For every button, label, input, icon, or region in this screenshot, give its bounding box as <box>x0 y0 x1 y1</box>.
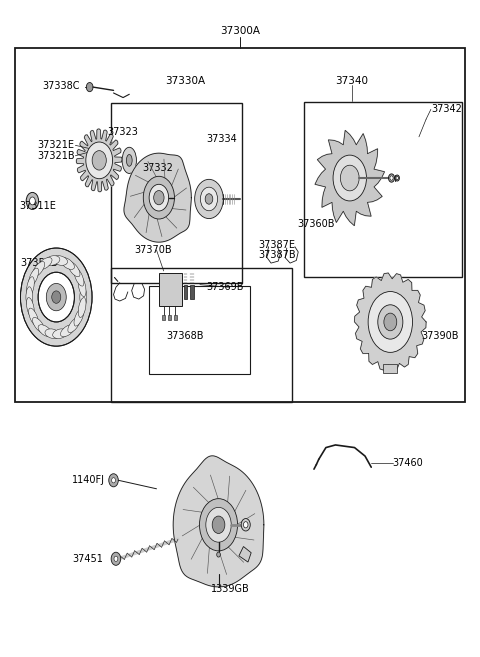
Text: 37338C: 37338C <box>42 81 80 91</box>
Circle shape <box>46 283 66 311</box>
Circle shape <box>30 197 35 205</box>
Text: 37340: 37340 <box>336 76 369 86</box>
Circle shape <box>395 175 399 181</box>
Text: 37360B: 37360B <box>298 219 335 229</box>
Ellipse shape <box>45 329 60 338</box>
Text: 37387E: 37387E <box>258 240 295 250</box>
Ellipse shape <box>33 261 45 277</box>
Text: 37311E: 37311E <box>20 201 56 211</box>
Circle shape <box>195 179 223 219</box>
Circle shape <box>340 165 359 191</box>
Text: 37323: 37323 <box>108 127 139 137</box>
Circle shape <box>144 176 174 219</box>
Ellipse shape <box>80 287 86 307</box>
Circle shape <box>38 272 74 322</box>
Circle shape <box>111 553 120 565</box>
Circle shape <box>112 478 116 483</box>
Circle shape <box>241 518 250 531</box>
Bar <box>111 267 292 402</box>
Polygon shape <box>124 153 192 242</box>
Ellipse shape <box>78 277 86 297</box>
Ellipse shape <box>38 325 52 337</box>
Circle shape <box>200 499 238 551</box>
Bar <box>383 364 397 373</box>
Text: 1140FJ: 1140FJ <box>72 475 105 486</box>
Text: 37350B: 37350B <box>21 258 58 268</box>
Text: 37332: 37332 <box>142 163 173 173</box>
Bar <box>304 102 462 277</box>
Circle shape <box>86 83 93 92</box>
Circle shape <box>114 556 118 561</box>
Bar <box>174 315 177 320</box>
Bar <box>111 102 242 283</box>
Polygon shape <box>315 130 384 226</box>
Polygon shape <box>355 273 426 371</box>
Ellipse shape <box>53 329 68 338</box>
Text: 37334: 37334 <box>206 134 237 144</box>
Circle shape <box>333 155 366 201</box>
Polygon shape <box>239 547 251 562</box>
Circle shape <box>378 305 403 339</box>
Ellipse shape <box>33 317 45 332</box>
Text: 37342: 37342 <box>431 104 462 114</box>
Circle shape <box>26 193 38 210</box>
Text: 37369B: 37369B <box>206 283 244 292</box>
Text: 37387B: 37387B <box>258 250 296 260</box>
Circle shape <box>86 142 113 179</box>
Bar <box>15 49 465 402</box>
Polygon shape <box>76 129 122 192</box>
Ellipse shape <box>78 298 86 317</box>
Circle shape <box>109 474 118 487</box>
Ellipse shape <box>26 277 34 297</box>
Circle shape <box>21 248 92 346</box>
Ellipse shape <box>68 317 80 332</box>
Polygon shape <box>173 456 264 587</box>
Circle shape <box>154 191 164 205</box>
Circle shape <box>206 507 231 542</box>
Circle shape <box>368 292 412 352</box>
Ellipse shape <box>45 256 60 265</box>
Ellipse shape <box>53 256 68 265</box>
Circle shape <box>205 194 213 204</box>
Text: 37330A: 37330A <box>165 76 205 86</box>
Text: 37370B: 37370B <box>134 245 172 255</box>
Ellipse shape <box>38 258 52 269</box>
Ellipse shape <box>74 268 84 286</box>
Circle shape <box>149 185 168 211</box>
Text: 37451: 37451 <box>72 554 103 564</box>
Circle shape <box>388 174 395 182</box>
Ellipse shape <box>26 287 33 307</box>
Circle shape <box>396 176 398 179</box>
Text: 37321E: 37321E <box>37 141 74 150</box>
Ellipse shape <box>29 308 38 326</box>
Ellipse shape <box>60 258 74 269</box>
Ellipse shape <box>29 268 38 286</box>
Ellipse shape <box>122 147 136 173</box>
Text: 37321B: 37321B <box>37 151 75 161</box>
Ellipse shape <box>26 298 34 317</box>
Bar <box>191 284 194 299</box>
Text: 37390B: 37390B <box>421 331 459 342</box>
Circle shape <box>390 176 393 180</box>
Circle shape <box>212 516 225 533</box>
Text: 37368B: 37368B <box>167 331 204 342</box>
Circle shape <box>243 522 248 528</box>
Bar <box>159 273 182 306</box>
Circle shape <box>216 552 220 557</box>
Text: 37300A: 37300A <box>220 26 260 36</box>
Text: 37460: 37460 <box>393 458 423 468</box>
Bar <box>149 286 250 374</box>
Ellipse shape <box>60 325 74 337</box>
Ellipse shape <box>68 261 80 277</box>
Circle shape <box>52 291 61 304</box>
Bar <box>162 315 165 320</box>
Bar <box>168 315 171 320</box>
Text: 1339GB: 1339GB <box>211 584 250 594</box>
Bar <box>184 284 187 299</box>
Ellipse shape <box>74 308 84 326</box>
Ellipse shape <box>126 154 132 166</box>
Circle shape <box>92 150 106 170</box>
Circle shape <box>384 313 397 330</box>
Circle shape <box>200 187 217 211</box>
